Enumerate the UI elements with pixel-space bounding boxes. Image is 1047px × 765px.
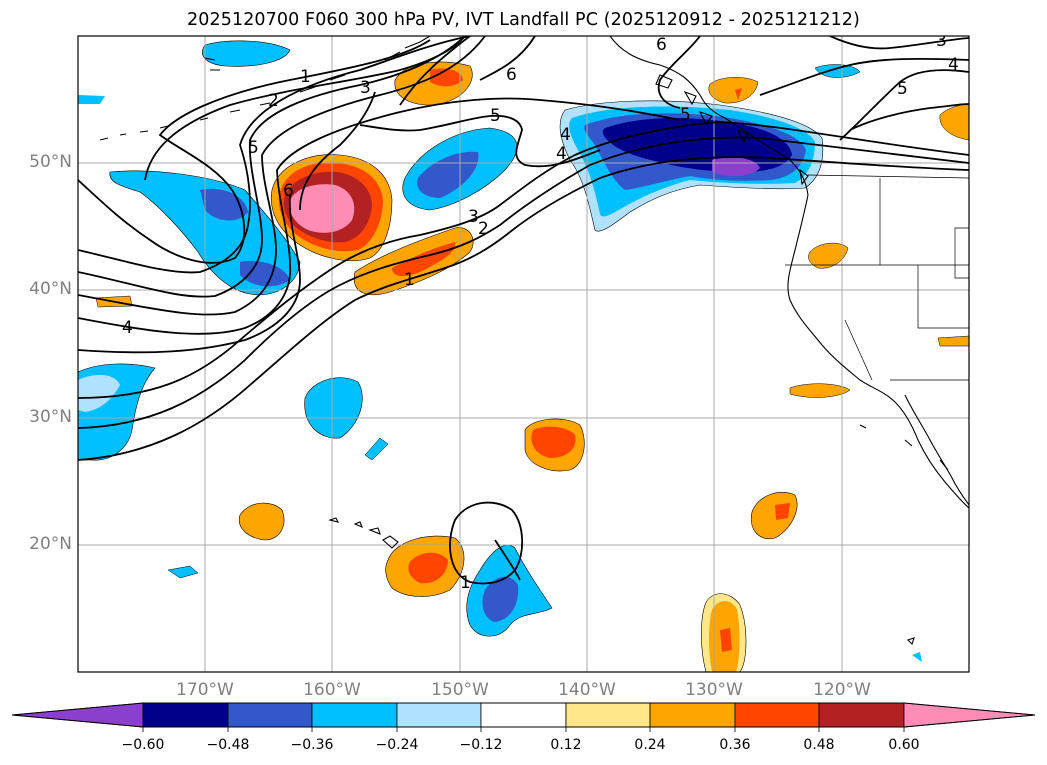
colorbar-tick-label: 0.24	[634, 737, 666, 753]
colorbar-tick-label: −0.60	[121, 737, 165, 753]
contour-label: 3	[360, 78, 371, 98]
contour-line	[449, 501, 524, 585]
contour-line	[144, 36, 466, 181]
colorbar-tick-label: 0.12	[550, 737, 582, 753]
contour-line	[399, 36, 471, 106]
pv-contours	[78, 36, 969, 585]
contour-label: 3	[936, 31, 947, 51]
lat-label-20n: 20°N	[29, 534, 72, 554]
map-title: 2025120700 F060 300 hPa PV, IVT Landfall…	[187, 10, 860, 30]
lon-label-150w: 150°W	[431, 680, 489, 700]
contour-line	[78, 39, 431, 264]
contour-label: 5	[248, 138, 259, 158]
contour-line	[78, 121, 969, 399]
contour-line	[359, 114, 601, 168]
negative-anomaly-area	[304, 377, 363, 439]
colorbar-tick-label: 0.60	[888, 737, 920, 753]
colorbar-extend-right	[903, 702, 1036, 728]
contour-line	[479, 36, 536, 81]
contour-label: 2	[268, 91, 279, 111]
contour-line	[78, 97, 681, 335]
contour-label: 1	[404, 270, 415, 290]
contour-label: 2	[478, 219, 489, 239]
contour-label: 5	[490, 106, 501, 126]
lat-label-30n: 30°N	[29, 407, 72, 427]
negative-anomaly-area	[202, 40, 291, 67]
contour-line	[657, 36, 701, 109]
contour-line	[78, 36, 466, 298]
colorbar-tick-label: −0.24	[375, 737, 419, 753]
contour-label: 6	[656, 35, 667, 55]
gridlines	[78, 36, 969, 672]
contour-line	[78, 136, 969, 429]
contour-label: 6	[506, 65, 517, 85]
contour-line	[299, 91, 376, 211]
colorbar-tick-label: 0.48	[803, 737, 835, 753]
lat-label-40n: 40°N	[29, 279, 72, 299]
contour-label: 6	[283, 181, 294, 201]
lon-label-130w: 130°W	[685, 680, 743, 700]
contour-labels: 1 2 3 4 5 6 5 6 5 4 3 2 1 6 3 4 5 4 1	[122, 31, 959, 593]
state-borders	[785, 174, 969, 381]
colorbar-tick-label: −0.36	[290, 737, 334, 753]
contour-label: 4	[560, 125, 571, 145]
colorbar-tick-label: −0.12	[459, 737, 503, 753]
contour-line	[759, 57, 969, 96]
contour-line	[78, 36, 471, 274]
lon-label-140w: 140°W	[558, 680, 616, 700]
lat-label-50n: 50°N	[29, 152, 72, 172]
contour-label: 5	[897, 79, 908, 99]
contour-label: 1	[460, 573, 471, 593]
lon-label-170w: 170°W	[176, 680, 234, 700]
positive-anomaly-area	[238, 502, 285, 541]
colorbar-tick-label: −0.48	[206, 737, 250, 753]
coastlines	[99, 36, 969, 646]
contour-line	[849, 103, 969, 131]
contour-line	[78, 156, 969, 461]
contour-line	[839, 69, 969, 141]
contour-label: 5	[680, 105, 691, 125]
lon-label-160w: 160°W	[303, 680, 361, 700]
contour-label: 4	[948, 55, 959, 75]
map-plot-area: 1 2 3 4 5 6 5 6 5 4 3 2 1 6 3 4 5 4 1	[78, 31, 969, 672]
contour-label: 1	[300, 67, 311, 87]
lon-label-120w: 120°W	[813, 680, 871, 700]
contour-label: 3	[468, 207, 479, 227]
contour-line	[494, 539, 521, 581]
colorbar-extend-left	[11, 702, 144, 728]
colorbar	[11, 702, 1036, 732]
map-frame	[77, 35, 970, 673]
contour-label: 4	[122, 318, 133, 338]
positive-anomaly-area	[708, 77, 759, 104]
colorbar-tick-label: 0.36	[719, 737, 751, 753]
contour-label: 4	[556, 144, 567, 164]
contour-line	[78, 36, 486, 316]
contour-line	[78, 194, 301, 354]
contour-line	[829, 36, 969, 50]
